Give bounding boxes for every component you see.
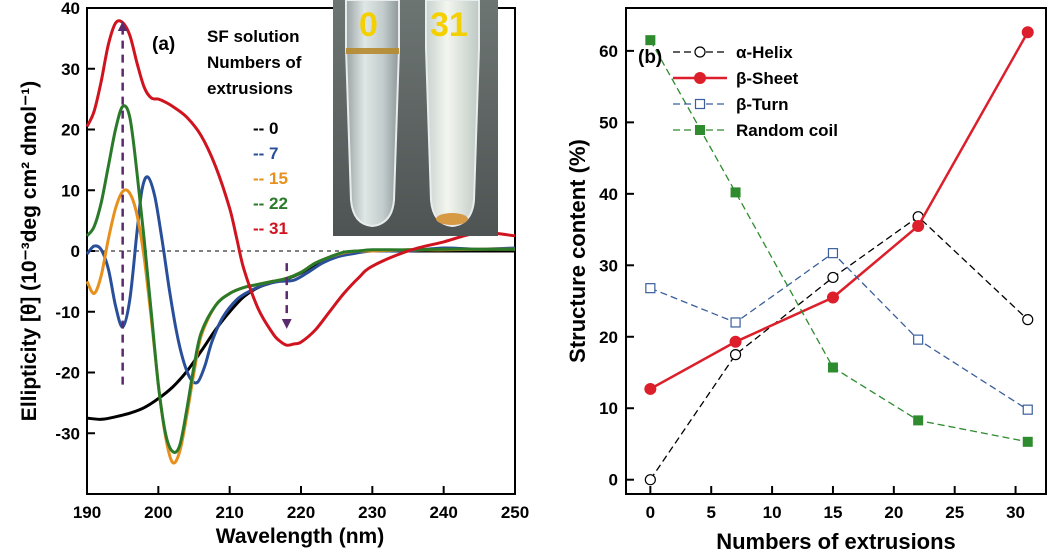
data-point-b-2 [827,248,839,259]
series-line-b-1 [649,31,1029,390]
data-point-b-1 [729,335,742,348]
legend-marker-b-2 [694,98,706,110]
data-point-b-1 [1021,26,1034,39]
y-tick-label-a: 0 [71,242,80,261]
y-tick-label-b: 0 [609,471,618,490]
series-line-b-0 [649,215,1029,481]
x-tick-label-a: 210 [215,503,243,522]
x-tick-label-b: 10 [763,503,782,522]
data-point-b-0 [729,349,742,361]
x-tick-label-b: 0 [646,503,655,522]
legend-entry-a-1: -- 7 [253,144,279,163]
panel-a-legend-entries: -- 0 -- 7 -- 15 -- 22 -- 31 [253,119,288,238]
panel-a: 190 200 210 220 230 240 250-30-20-10010203040 … [18,0,529,548]
x-tick-label-a: 240 [429,503,457,522]
panel-a-series [85,19,516,465]
series-line-a-1 [85,175,516,385]
data-point-b-1 [912,219,925,232]
panel-a-label: (a) [152,34,175,55]
data-point-b-3 [827,362,838,373]
y-tick-label-b: 10 [599,399,618,418]
x-tick-label-a: 200 [144,503,172,522]
series-line-a-3 [85,104,515,454]
data-point-b-3 [1022,436,1033,447]
legend-marker-b-0 [694,46,706,58]
data-point-b-0 [1022,314,1034,326]
x-tick-label-a: 220 [287,503,315,522]
y-tick-label-a: 10 [61,181,80,200]
x-tick-label-b: 20 [884,503,903,522]
y-tick-label-a: -30 [55,424,80,443]
data-point-b-3 [645,35,656,46]
panel-b-series [644,26,1034,486]
y-tick-label-a: -10 [55,303,80,322]
y-tick-label-a: 20 [61,121,80,140]
data-point-b-2 [913,334,924,345]
tube-clear-icon [345,0,400,228]
x-tick-label-a: 250 [501,503,529,522]
data-point-b-2 [645,283,656,294]
x-axis-label-a: Wavelength (nm) [216,525,384,548]
y-tick-label-a: -20 [55,364,80,383]
data-point-b-2 [1022,404,1033,415]
tube-milky-icon [425,0,480,228]
series-line-b-2 [650,252,1029,411]
sediment [436,213,468,225]
data-point-b-1 [826,291,839,304]
legend-marker-b-1 [694,72,706,84]
panel-a-arrows [117,21,292,385]
panel-a-ticks: 190 200 210 220 230 240 250 -30 -20 -10 0 10 20 30 40 [55,0,529,522]
panel-b-frame [625,7,1047,495]
y-tick-label-b: 30 [599,256,618,275]
y-axis-label-a: Ellipticity [θ] (10⁻³deg cm² dmol⁻¹) [18,81,41,421]
x-tick-label-b: 30 [1006,503,1025,522]
x-tick-label-a: 230 [358,503,386,522]
y-tick-label-a: 40 [61,0,80,18]
photo-label-31: 31 [430,6,468,44]
panel-b-label: (b) [638,47,662,68]
photo-label-0: 0 [359,6,378,44]
legend-title-line3: extrusions [207,79,293,98]
data-point-b-1 [644,382,657,395]
data-point-b-2 [730,317,741,328]
legend-entry-b-1: β-Sheet [736,69,799,88]
legend-title-line1: SF solution [207,27,300,46]
legend-title-line2: Numbers of [207,53,302,72]
x-axis-label-b: Numbers of extrusions [716,529,956,552]
y-tick-label-b: 60 [599,42,618,61]
legend-entry-b-3: Random coil [736,121,838,140]
panel-b-legend: α-Helix β-Sheet β-Turn Random coil [673,43,838,140]
y-axis-label-b: Structure content (%) [565,139,590,363]
x-tick-label-b: 15 [823,503,842,522]
data-point-b-0 [827,271,839,284]
y-tick-label-b: 40 [599,185,618,204]
legend-entry-a-4: -- 31 [253,219,288,238]
y-tick-label-a: 30 [61,60,80,79]
y-tick-label-b: 50 [599,113,618,132]
x-tick-label-b: 25 [945,503,964,522]
legend-entry-a-3: -- 22 [253,194,288,213]
x-tick-label-a: 190 [73,503,101,522]
legend-entry-a-0: -- 0 [253,119,279,138]
legend-entry-b-2: β-Turn [736,95,789,114]
legend-marker-b-3 [695,125,705,135]
y-tick-label-b: 20 [599,328,618,347]
inset-photo: 0 31 [333,0,498,236]
legend-entry-a-2: -- 15 [253,169,288,188]
data-point-b-3 [730,187,741,198]
legend-entry-b-0: α-Helix [736,43,793,62]
data-point-b-3 [913,415,924,426]
meniscus-clear [346,48,399,54]
x-tick-label-b: 5 [706,503,715,522]
panel-b: 0 5 10 15 20 25 30 0 10 20 30 40 50 60 (b) α-Helix β-S… [565,7,1047,554]
data-point-b-0 [644,474,656,486]
series-line-b-3 [649,39,1028,443]
panel-b-ticks: 0 5 10 15 20 25 30 0 10 20 30 40 50 60 [599,42,1025,522]
panel-a-legend: SF solution Numbers of extrusions -- 0--… [207,27,302,238]
